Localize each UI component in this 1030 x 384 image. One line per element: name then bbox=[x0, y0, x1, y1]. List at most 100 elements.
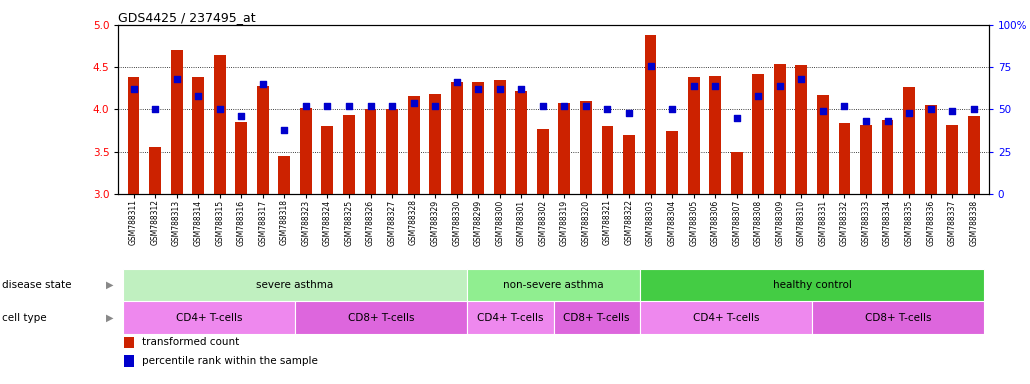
Bar bbox=[640, 269, 985, 301]
Bar bbox=[214, 55, 226, 194]
Bar bbox=[731, 152, 743, 194]
Bar bbox=[128, 77, 139, 194]
Bar bbox=[321, 126, 334, 194]
Bar bbox=[193, 77, 204, 194]
Point bbox=[578, 103, 594, 109]
Bar bbox=[278, 156, 290, 194]
Point bbox=[126, 86, 142, 92]
Point bbox=[363, 103, 379, 109]
Bar bbox=[300, 108, 312, 194]
Point bbox=[793, 76, 810, 82]
Bar bbox=[430, 94, 441, 194]
Point bbox=[211, 106, 228, 113]
Point bbox=[664, 106, 681, 113]
Point bbox=[556, 103, 573, 109]
Point bbox=[750, 93, 766, 99]
Point bbox=[943, 108, 960, 114]
Text: CD4+ T-cells: CD4+ T-cells bbox=[693, 313, 759, 323]
Bar bbox=[408, 96, 419, 194]
Point bbox=[147, 106, 164, 113]
Text: CD4+ T-cells: CD4+ T-cells bbox=[176, 313, 242, 323]
Point bbox=[965, 106, 982, 113]
Bar bbox=[882, 121, 893, 194]
Point bbox=[901, 110, 918, 116]
Point bbox=[254, 81, 271, 87]
Point bbox=[233, 113, 249, 119]
Point bbox=[643, 63, 659, 69]
Point bbox=[771, 83, 788, 89]
Text: CD8+ T-cells: CD8+ T-cells bbox=[348, 313, 414, 323]
Point bbox=[599, 106, 616, 113]
Text: healthy control: healthy control bbox=[772, 280, 852, 290]
Bar bbox=[123, 269, 468, 301]
Point bbox=[298, 103, 314, 109]
Point bbox=[426, 103, 443, 109]
Point bbox=[858, 118, 874, 124]
Bar bbox=[623, 135, 634, 194]
Bar bbox=[860, 125, 872, 194]
Bar bbox=[256, 86, 269, 194]
Point bbox=[707, 83, 723, 89]
Text: cell type: cell type bbox=[2, 313, 46, 323]
Bar bbox=[553, 301, 640, 334]
Point bbox=[341, 103, 357, 109]
Point bbox=[384, 103, 401, 109]
Bar bbox=[774, 64, 786, 194]
Point bbox=[513, 86, 529, 92]
Point bbox=[880, 118, 896, 124]
Bar bbox=[515, 91, 527, 194]
Point bbox=[728, 115, 745, 121]
Bar bbox=[468, 301, 554, 334]
Bar bbox=[537, 129, 549, 194]
Bar bbox=[688, 77, 699, 194]
Bar bbox=[235, 122, 247, 194]
Bar bbox=[365, 109, 376, 194]
Bar bbox=[386, 109, 398, 194]
Text: ▶: ▶ bbox=[106, 280, 113, 290]
Point bbox=[276, 127, 293, 133]
Bar bbox=[817, 95, 829, 194]
Point bbox=[448, 79, 465, 86]
Bar bbox=[580, 101, 592, 194]
Point bbox=[491, 86, 508, 92]
Text: ▶: ▶ bbox=[106, 313, 113, 323]
Text: CD4+ T-cells: CD4+ T-cells bbox=[477, 313, 544, 323]
Bar bbox=[645, 35, 656, 194]
Text: percentile rank within the sample: percentile rank within the sample bbox=[142, 356, 318, 366]
Bar bbox=[666, 131, 678, 194]
Bar bbox=[838, 123, 851, 194]
Bar bbox=[343, 114, 355, 194]
Point bbox=[836, 103, 853, 109]
Bar bbox=[795, 65, 808, 194]
Bar bbox=[602, 126, 614, 194]
Bar bbox=[468, 269, 640, 301]
Bar bbox=[171, 50, 182, 194]
Point bbox=[621, 110, 638, 116]
Bar bbox=[968, 116, 980, 194]
Bar bbox=[149, 147, 161, 194]
Text: GDS4425 / 237495_at: GDS4425 / 237495_at bbox=[118, 11, 256, 24]
Text: severe asthma: severe asthma bbox=[256, 280, 334, 290]
Bar bbox=[296, 301, 468, 334]
Point bbox=[470, 86, 486, 92]
Text: disease state: disease state bbox=[2, 280, 71, 290]
Point bbox=[685, 83, 701, 89]
Bar bbox=[947, 126, 958, 194]
Bar bbox=[493, 80, 506, 194]
Point bbox=[923, 106, 939, 113]
Bar bbox=[752, 74, 764, 194]
Bar bbox=[640, 301, 812, 334]
Bar bbox=[812, 301, 985, 334]
Point bbox=[168, 76, 184, 82]
Bar bbox=[451, 81, 462, 194]
Bar bbox=[123, 301, 296, 334]
Text: non-severe asthma: non-severe asthma bbox=[504, 280, 604, 290]
Bar bbox=[925, 105, 936, 194]
Bar bbox=[558, 103, 571, 194]
Point bbox=[190, 93, 206, 99]
Point bbox=[815, 108, 831, 114]
Bar bbox=[473, 81, 484, 194]
Text: transformed count: transformed count bbox=[142, 337, 239, 347]
Point bbox=[406, 99, 422, 106]
Text: CD8+ T-cells: CD8+ T-cells bbox=[563, 313, 630, 323]
